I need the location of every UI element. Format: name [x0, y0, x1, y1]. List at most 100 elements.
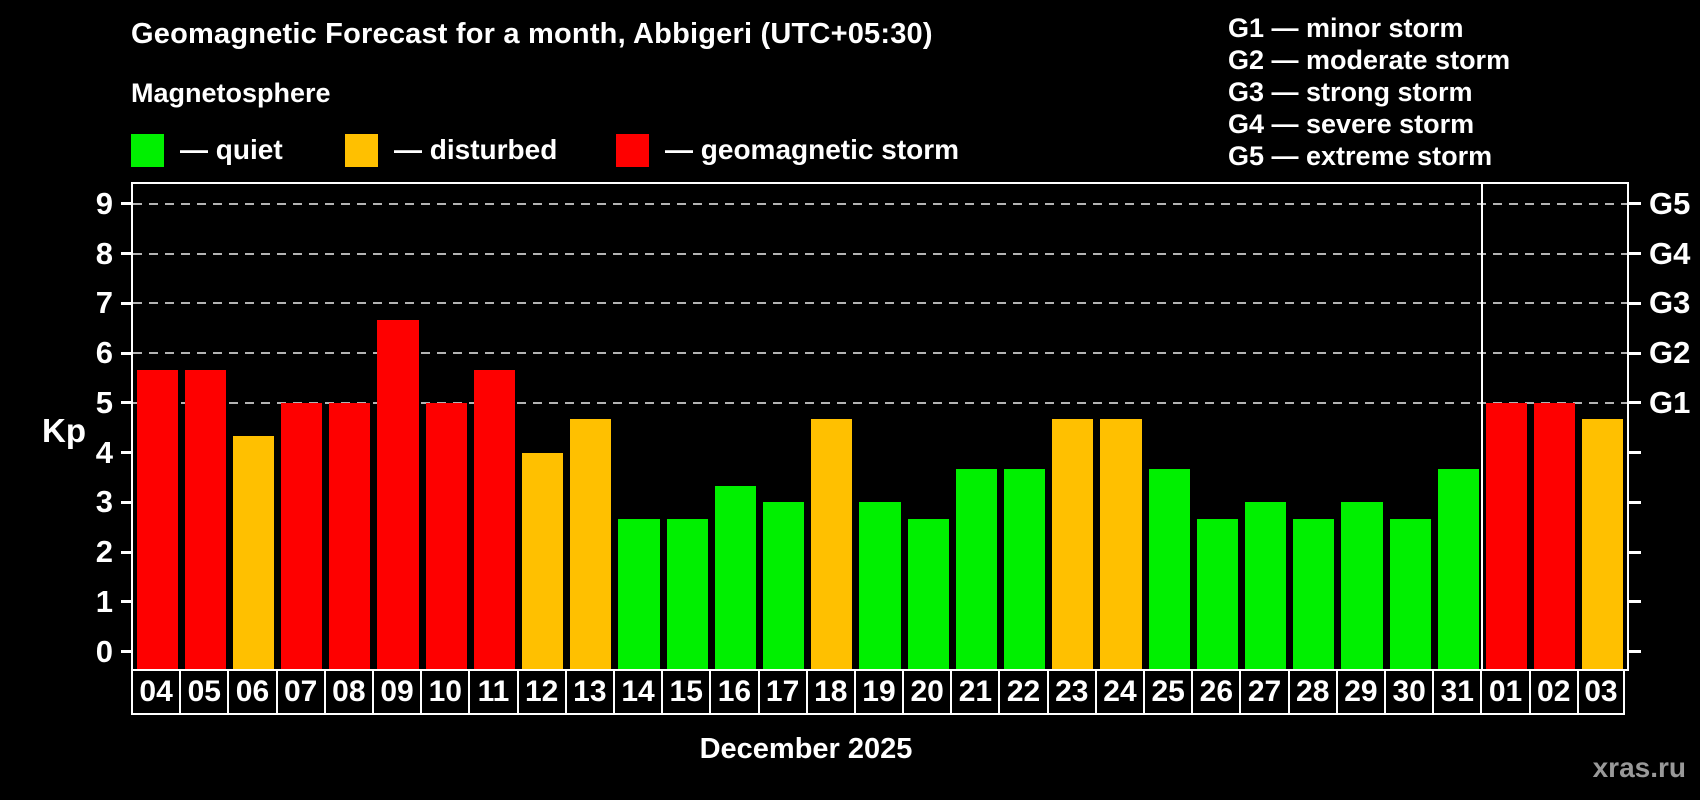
legend-item-disturbed: — disturbed: [345, 133, 557, 167]
right-tick-2: [1629, 550, 1641, 554]
day-cell-09: 09: [371, 669, 423, 715]
day-cell-21: 21: [950, 669, 1001, 715]
bar-day-22: [1003, 469, 1046, 669]
day-cell-24: 24: [1094, 669, 1146, 715]
day-cell-14: 14: [612, 669, 664, 715]
day-cell-04: 04: [131, 669, 182, 715]
disturbed-swatch-icon: [345, 133, 378, 167]
g-legend-g1: G1 — minor storm: [1228, 13, 1464, 43]
x-axis-title: December 2025: [699, 733, 913, 765]
g-scale-label-g1: G1: [1649, 384, 1691, 420]
legend-item-storm: — geomagnetic storm: [616, 133, 959, 167]
day-cell-30: 30: [1384, 669, 1435, 715]
day-cell-28: 28: [1287, 669, 1338, 715]
y-tick-label-6: 6: [95, 335, 113, 371]
bar-day-23: [1052, 419, 1094, 669]
bar-day-13: [570, 419, 612, 669]
day-cell-27: 27: [1239, 669, 1290, 715]
y-tick-label-5: 5: [95, 384, 113, 420]
g-scale-label-g4: G4: [1649, 235, 1691, 271]
bar-day-15: [666, 518, 708, 669]
legend-label-disturbed: — disturbed: [394, 134, 558, 165]
y-tick-2: [121, 550, 131, 554]
day-cell-07: 07: [275, 669, 326, 715]
bar-day-12: [522, 452, 564, 669]
month-separator-line: [1481, 184, 1484, 669]
y-tick-label-2: 2: [95, 534, 113, 570]
plot-area: 0 1 2 3 4 5 6 7 8 9 G1 G2 G3 G4 G5: [96, 182, 1690, 671]
bar-day-25: [1148, 469, 1190, 669]
g-legend-g2: G2 — moderate storm: [1228, 45, 1511, 75]
watermark: xras.ru: [1592, 752, 1686, 783]
day-cell-06: 06: [227, 669, 278, 715]
bar-day-17: [763, 502, 805, 669]
right-tick-0: [1629, 650, 1641, 654]
y-tick-label-3: 3: [95, 484, 113, 520]
day-cell-31: 31: [1432, 669, 1483, 715]
bar-day-06: [232, 436, 275, 669]
y-tick-label-7: 7: [95, 285, 113, 321]
gridline-kp-7: [133, 302, 1627, 305]
bar-day-08: [329, 402, 371, 669]
day-cell-25: 25: [1143, 669, 1194, 715]
g-scale-label-g5: G5: [1649, 185, 1691, 221]
y-tick-9: [121, 202, 131, 206]
g-scale-label-g2: G2: [1649, 335, 1691, 371]
g-legend-g5: G5 — extreme storm: [1228, 141, 1493, 171]
y-tick-3: [121, 500, 131, 504]
day-cell-10: 10: [420, 669, 471, 715]
day-cell-18: 18: [805, 669, 856, 715]
g-scale-legend: G1 — minor storm G2 — moderate storm G3 …: [1228, 12, 1510, 172]
day-cell-16: 16: [709, 669, 760, 715]
day-cell-15: 15: [661, 669, 712, 715]
bar-day-10: [425, 402, 467, 669]
y-tick-7: [121, 301, 131, 305]
bar-day-21: [955, 469, 997, 669]
day-cell-02: 02: [1528, 669, 1579, 715]
right-tick-1: [1629, 600, 1641, 604]
day-cell-01: 01: [1480, 669, 1531, 715]
gridline-kp-6: [133, 352, 1627, 355]
day-cell-29: 29: [1335, 669, 1387, 715]
right-tick-5: [1629, 401, 1641, 405]
bar-day-27: [1244, 502, 1287, 669]
quiet-swatch-icon: [131, 133, 164, 167]
y-tick-label-8: 8: [95, 235, 113, 271]
bar-day-04: [136, 369, 178, 669]
bar-day-24: [1100, 419, 1142, 669]
bar-day-05: [184, 369, 226, 669]
bar-day-28: [1293, 518, 1335, 669]
day-cell-11: 11: [468, 669, 519, 715]
bar-day-18: [811, 419, 853, 669]
legend-label-quiet: — quiet: [180, 134, 283, 165]
day-cell-22: 22: [998, 669, 1049, 715]
bar-day-30: [1389, 518, 1431, 669]
y-tick-label-4: 4: [95, 434, 113, 470]
g-legend-g3: G3 — strong storm: [1228, 77, 1473, 107]
day-cell-26: 26: [1191, 669, 1242, 715]
bar-day-02: [1534, 402, 1576, 669]
right-tick-4: [1629, 451, 1641, 455]
right-tick-9: [1629, 202, 1641, 206]
y-tick-8: [121, 252, 131, 256]
bar-day-03: [1582, 419, 1624, 669]
day-cell-03: 03: [1576, 669, 1625, 715]
bar-day-01: [1485, 402, 1528, 669]
gridline-kp-9: [133, 202, 1627, 205]
right-tick-6: [1629, 351, 1641, 355]
g-legend-g4: G4 — severe storm: [1228, 109, 1475, 139]
chart-subtitle: Magnetosphere: [131, 78, 331, 108]
y-tick-label-0: 0: [95, 633, 113, 669]
storm-swatch-icon: [616, 133, 649, 167]
right-tick-3: [1629, 500, 1641, 504]
y-tick-6: [121, 351, 131, 355]
bar-day-11: [473, 369, 516, 669]
gridline-kp-8: [133, 252, 1627, 255]
right-tick-8: [1629, 252, 1641, 256]
y-tick-1: [121, 600, 131, 604]
day-cell-17: 17: [757, 669, 808, 715]
chart-title: Geomagnetic Forecast for a month, Abbige…: [131, 18, 933, 50]
day-cell-13: 13: [564, 669, 615, 715]
bar-day-20: [907, 518, 949, 669]
